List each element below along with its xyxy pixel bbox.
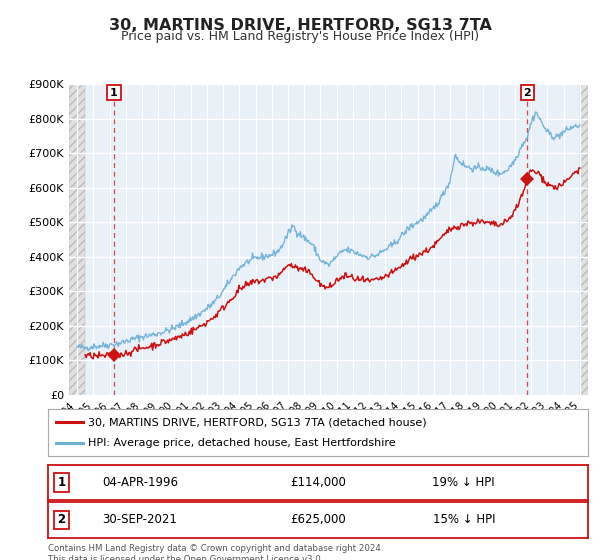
Text: HPI: Average price, detached house, East Hertfordshire: HPI: Average price, detached house, East… — [89, 438, 396, 448]
Text: 30-SEP-2021: 30-SEP-2021 — [103, 514, 177, 526]
Text: 1: 1 — [58, 476, 65, 489]
Text: Contains HM Land Registry data © Crown copyright and database right 2024.
This d: Contains HM Land Registry data © Crown c… — [48, 544, 383, 560]
Text: 19% ↓ HPI: 19% ↓ HPI — [433, 476, 495, 489]
Text: 2: 2 — [58, 514, 65, 526]
Bar — [69, 84, 85, 395]
Text: £625,000: £625,000 — [290, 514, 346, 526]
Text: 2: 2 — [523, 87, 531, 97]
Bar — [580, 84, 588, 395]
Text: £114,000: £114,000 — [290, 476, 346, 489]
Bar — [69, 84, 85, 395]
Text: 30, MARTINS DRIVE, HERTFORD, SG13 7TA (detached house): 30, MARTINS DRIVE, HERTFORD, SG13 7TA (d… — [89, 417, 427, 427]
Text: 15% ↓ HPI: 15% ↓ HPI — [433, 514, 495, 526]
Text: 04-APR-1996: 04-APR-1996 — [102, 476, 178, 489]
Text: Price paid vs. HM Land Registry's House Price Index (HPI): Price paid vs. HM Land Registry's House … — [121, 30, 479, 43]
Text: 30, MARTINS DRIVE, HERTFORD, SG13 7TA: 30, MARTINS DRIVE, HERTFORD, SG13 7TA — [109, 18, 491, 33]
Text: 1: 1 — [110, 87, 118, 97]
Bar — [580, 84, 588, 395]
